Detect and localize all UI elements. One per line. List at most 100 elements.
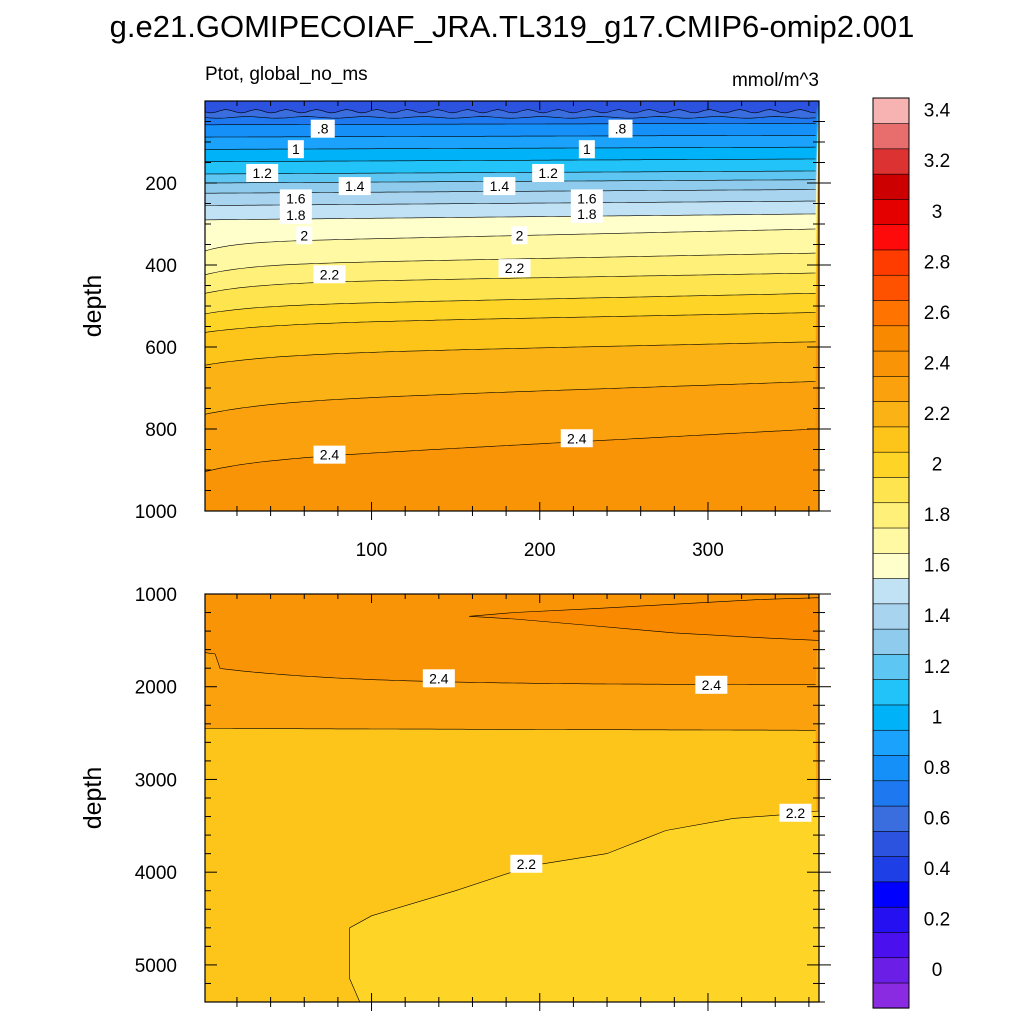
lower-contour-panel: 1000 2000 3000 4000 5000 2.4 2.4 2.2 2.2 depth xyxy=(79,585,831,1011)
colorbar-swatch xyxy=(872,780,910,807)
x-tick-label: 100 xyxy=(356,540,388,561)
colorbar-swatch xyxy=(872,957,910,984)
colorbar-swatch xyxy=(872,148,910,175)
contour-label-box xyxy=(483,177,516,196)
colorbar-swatch xyxy=(872,552,910,579)
contour-label-box xyxy=(422,669,455,688)
y-tick-label: 1000 xyxy=(135,585,177,606)
y-tick-label: 200 xyxy=(145,174,177,195)
contour-label: 1.2 xyxy=(252,165,272,181)
y-tick-label: 4000 xyxy=(135,863,177,884)
contour-label-box xyxy=(287,140,304,159)
contour-label: 1.2 xyxy=(538,165,558,181)
contour-label: .8 xyxy=(317,121,329,137)
contour-label: 2.4 xyxy=(567,430,587,446)
contour-label-box xyxy=(313,265,346,284)
contour-label-box xyxy=(570,189,603,208)
colorbar-swatch xyxy=(872,350,910,377)
colorbar-label: 0.4 xyxy=(924,859,951,880)
contour-label: 2.2 xyxy=(786,805,806,821)
colorbar-swatch xyxy=(872,679,910,706)
colorbar-label: 0.6 xyxy=(924,808,950,829)
colorbar-swatch xyxy=(872,198,910,225)
colorbar-label: 1.2 xyxy=(924,657,950,678)
colorbar-label: 1.4 xyxy=(924,606,951,627)
contour-label-box xyxy=(570,204,603,223)
upper-y-axis-label: depth xyxy=(79,275,107,338)
contour-line xyxy=(205,252,816,276)
colorbar-swatch xyxy=(872,653,910,680)
contour-band xyxy=(349,811,819,1002)
colorbar-swatch xyxy=(872,754,910,782)
colorbar-swatch xyxy=(872,224,910,251)
colorbar-label: 1.6 xyxy=(924,556,950,577)
contour-line xyxy=(205,158,816,162)
contour-label-box xyxy=(279,189,312,208)
contour-label-box xyxy=(560,429,593,448)
contour-label: 2.2 xyxy=(320,266,340,282)
colorbar-swatch xyxy=(872,527,910,554)
contour-label: 1.8 xyxy=(286,207,306,223)
colorbar-swatch xyxy=(872,805,910,832)
colorbar-label: 0.8 xyxy=(924,758,950,779)
contour-label-box xyxy=(578,140,595,159)
colorbar-label: 2.2 xyxy=(924,404,950,425)
colorbar-swatch xyxy=(872,325,910,352)
x-tick-label: 300 xyxy=(692,540,724,561)
contour-line xyxy=(205,312,816,333)
lower-y-axis-label: depth xyxy=(79,767,107,830)
lower-axis-ticks: 1000 2000 3000 4000 5000 xyxy=(135,585,831,1011)
contour-label: .8 xyxy=(615,121,627,137)
y-tick-label: 3000 xyxy=(135,770,177,791)
colorbar-label: 2 xyxy=(932,455,943,476)
colorbar-label: 2.4 xyxy=(924,353,951,374)
colorbar-label: 1.8 xyxy=(924,505,950,526)
y-tick-label: 800 xyxy=(145,420,177,441)
colorbar-label: 1 xyxy=(932,707,943,728)
colorbar-label: 2.8 xyxy=(924,252,950,273)
contour-line xyxy=(205,146,816,150)
colorbar-swatch xyxy=(872,173,910,200)
contour-label: 1.8 xyxy=(577,206,597,222)
colorbar-swatch xyxy=(872,906,910,933)
upper-contour-labels: .811.21.41.61.822.22.4.811.21.41.61.822.… xyxy=(246,119,633,464)
colorbar-swatch xyxy=(872,451,910,478)
contour-label: 1.6 xyxy=(577,190,597,206)
colorbar-label: 3.4 xyxy=(924,101,951,122)
contour-label-box xyxy=(608,119,633,138)
contour-line xyxy=(205,123,816,126)
contour-line xyxy=(205,728,816,731)
contour-line xyxy=(205,109,816,114)
y-tick-label: 1000 xyxy=(135,502,177,523)
contour-label-box xyxy=(695,675,728,694)
colorbar-label: 3.2 xyxy=(924,151,950,172)
contour-line xyxy=(205,293,816,315)
colorbar-swatch xyxy=(872,274,910,301)
colorbar-swatch xyxy=(872,881,910,908)
contour-band xyxy=(205,101,819,113)
upper-axis-ticks: 100 200 300 200 400 600 800 1000 xyxy=(135,101,831,561)
contour-label-box xyxy=(310,119,335,138)
contour-label: 2.2 xyxy=(505,260,525,276)
colorbar-swatch xyxy=(872,603,910,630)
colorbar-swatch xyxy=(872,502,910,529)
contour-label-box xyxy=(338,177,371,196)
contour-label: 2 xyxy=(300,227,308,243)
contour-label: 2.2 xyxy=(517,856,537,872)
colorbar-swatch xyxy=(872,856,910,883)
contour-label-box xyxy=(510,854,543,873)
colorbar-swatch xyxy=(872,830,910,857)
panel-left-label: Ptot, global_no_ms xyxy=(205,64,368,85)
lower-contour-labels: 2.4 2.4 2.2 2.2 xyxy=(422,669,812,873)
colorbar-swatch xyxy=(872,628,910,655)
contour-line xyxy=(205,381,816,415)
contour-label: 1.4 xyxy=(345,178,365,194)
contour-label: 2 xyxy=(516,227,524,243)
lower-contour-fill xyxy=(205,594,819,1002)
colorbar-swatch xyxy=(872,249,910,276)
contour-line xyxy=(205,428,816,472)
contour-label-box xyxy=(296,226,313,245)
contour-label: 1.4 xyxy=(490,178,510,194)
colorbar-label: 0.2 xyxy=(924,910,950,931)
